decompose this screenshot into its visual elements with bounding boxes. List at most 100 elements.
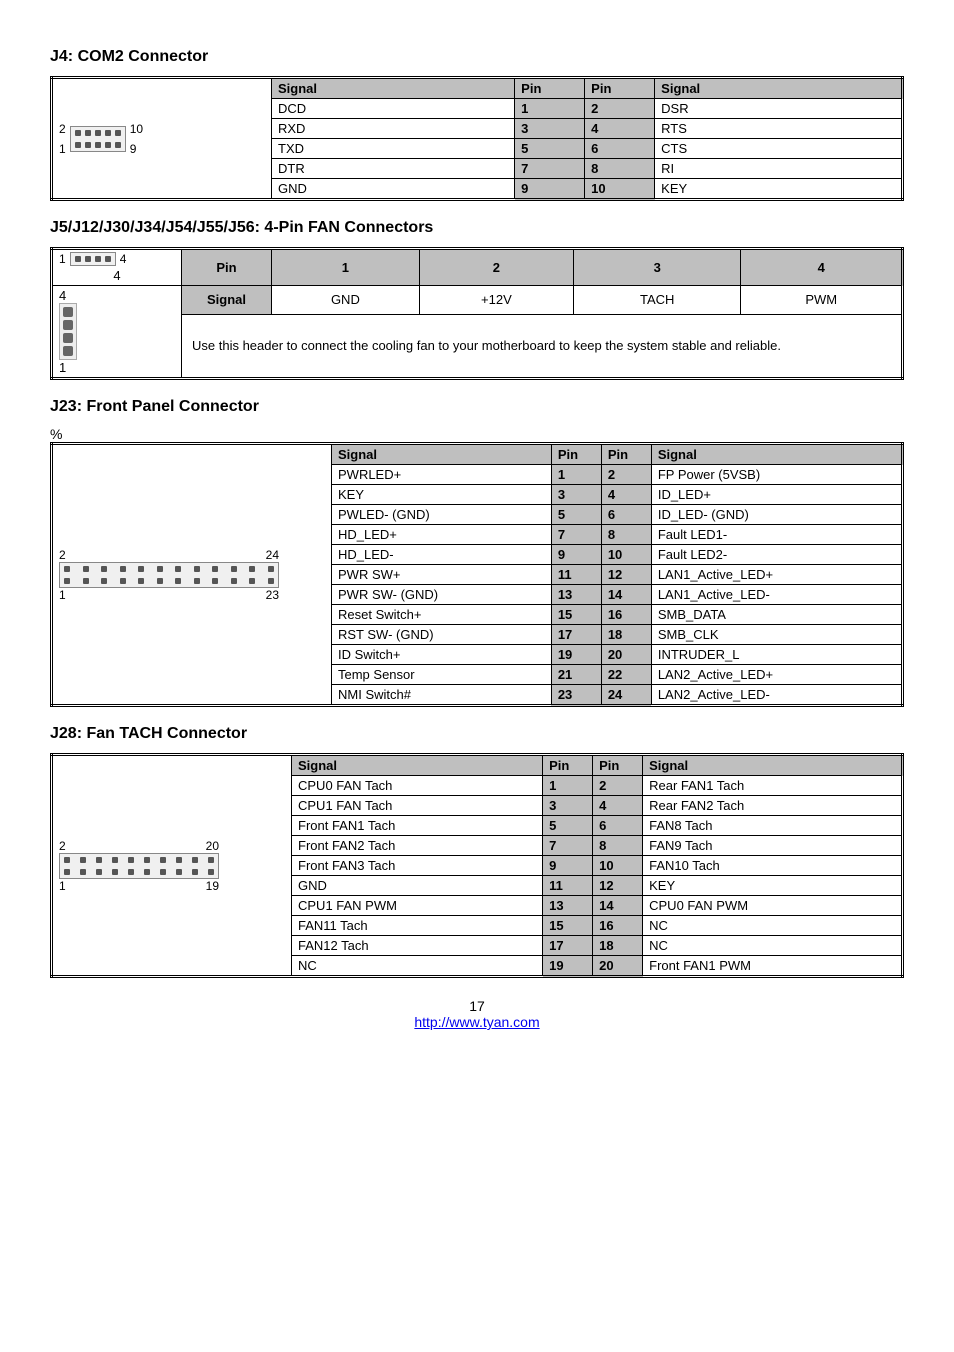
cell: NC <box>643 936 903 956</box>
j23-label-br: 23 <box>266 588 279 602</box>
cell: 3 <box>574 249 741 286</box>
cell: 18 <box>601 625 651 645</box>
cell: HD_LED- <box>332 545 552 565</box>
cell: PWM <box>741 286 903 315</box>
cell: 19 <box>543 956 593 977</box>
j23-label-tl: 2 <box>59 548 66 562</box>
cell: 10 <box>601 545 651 565</box>
j5-label-vbot: 1 <box>59 360 175 375</box>
cell: 13 <box>551 585 601 605</box>
cell: FP Power (5VSB) <box>651 465 902 485</box>
cell: PWR SW+ <box>332 565 552 585</box>
j23-table: 2 24 1 23 Signal Pin Pin Si <box>50 442 904 707</box>
cell: GND <box>272 179 515 200</box>
cell: 15 <box>543 916 593 936</box>
page-number: 17 <box>50 998 904 1014</box>
cell: CPU0 FAN PWM <box>643 896 903 916</box>
col-signal: Signal <box>651 444 902 465</box>
cell: 4 <box>593 796 643 816</box>
cell: 10 <box>593 856 643 876</box>
j5-table: 1 4 4 Pin 1 2 3 4 4 1 Signal GND +12V TA… <box>50 247 904 380</box>
signal-header: Signal <box>182 286 272 315</box>
cell: DCD <box>272 99 515 119</box>
cell: NC <box>643 916 903 936</box>
j23-label-bl: 1 <box>59 588 66 602</box>
cell: CPU1 FAN PWM <box>292 896 543 916</box>
cell: ID_LED- (GND) <box>651 505 902 525</box>
j4-label-tl: 2 <box>59 122 66 136</box>
j23-connector-diagram: 2 24 1 23 <box>59 548 279 602</box>
cell: Fault LED1- <box>651 525 902 545</box>
j28-connector-diagram: 2 20 1 19 <box>59 839 219 893</box>
cell: NC <box>292 956 543 977</box>
cell: 1 <box>272 249 420 286</box>
j28-label-tr: 20 <box>206 839 219 853</box>
j5-label-right: 4 <box>120 252 127 266</box>
cell: RXD <box>272 119 515 139</box>
cell: Front FAN2 Tach <box>292 836 543 856</box>
section-title-j4: J4: COM2 Connector <box>50 48 904 66</box>
cell: 1 <box>515 99 585 119</box>
cell: TACH <box>574 286 741 315</box>
cell: PWLED- (GND) <box>332 505 552 525</box>
cell: RI <box>655 159 903 179</box>
section-title-j23: J23: Front Panel Connector <box>50 398 904 416</box>
cell: 14 <box>593 896 643 916</box>
cell: 7 <box>543 836 593 856</box>
j5-label-left: 1 <box>59 252 66 266</box>
pin-header: Pin <box>182 249 272 286</box>
cell: HD_LED+ <box>332 525 552 545</box>
cell: 3 <box>543 796 593 816</box>
cell: GND <box>272 286 420 315</box>
cell: Rear FAN2 Tach <box>643 796 903 816</box>
col-signal: Signal <box>292 755 543 776</box>
cell: LAN1_Active_LED+ <box>651 565 902 585</box>
cell: 11 <box>551 565 601 585</box>
cell: KEY <box>643 876 903 896</box>
j4-connector-diagram: 2 1 10 9 <box>59 122 143 156</box>
cell: 2 <box>601 465 651 485</box>
cell: FAN10 Tach <box>643 856 903 876</box>
cell: KEY <box>655 179 903 200</box>
cell: LAN2_Active_LED+ <box>651 665 902 685</box>
cell: Rear FAN1 Tach <box>643 776 903 796</box>
j28-label-tl: 2 <box>59 839 66 853</box>
cell: FAN11 Tach <box>292 916 543 936</box>
cell: SMB_DATA <box>651 605 902 625</box>
cell: 24 <box>601 685 651 706</box>
cell: 11 <box>543 876 593 896</box>
cell: 7 <box>515 159 585 179</box>
cell: Front FAN1 Tach <box>292 816 543 836</box>
cell: CTS <box>655 139 903 159</box>
cell: +12V <box>419 286 573 315</box>
cell: 2 <box>585 99 655 119</box>
cell: 13 <box>543 896 593 916</box>
cell: FAN9 Tach <box>643 836 903 856</box>
cell: Temp Sensor <box>332 665 552 685</box>
col-pin: Pin <box>601 444 651 465</box>
cell: 19 <box>551 645 601 665</box>
j28-label-br: 19 <box>206 879 219 893</box>
cell: NMI Switch# <box>332 685 552 706</box>
cell: 6 <box>593 816 643 836</box>
cell: FAN12 Tach <box>292 936 543 956</box>
j4-label-tr: 10 <box>130 122 143 136</box>
page-footer: 17 http://www.tyan.com <box>50 998 904 1030</box>
cell: 17 <box>551 625 601 645</box>
j28-label-bl: 1 <box>59 879 66 893</box>
col-signal: Signal <box>332 444 552 465</box>
cell: Front FAN1 PWM <box>643 956 903 977</box>
cell: 4 <box>585 119 655 139</box>
cell: 4 <box>741 249 903 286</box>
cell: LAN2_Active_LED- <box>651 685 902 706</box>
cell: 20 <box>601 645 651 665</box>
cell: PWRLED+ <box>332 465 552 485</box>
cell: 15 <box>551 605 601 625</box>
cell: 3 <box>515 119 585 139</box>
col-pin: Pin <box>515 78 585 99</box>
footer-link[interactable]: http://www.tyan.com <box>414 1014 539 1030</box>
j5-label-down: 4 <box>59 268 175 283</box>
j4-table: 2 1 10 9 Signal Pin Pin Signal DCD12DSR <box>50 76 904 201</box>
cell: 14 <box>601 585 651 605</box>
cell: CPU0 FAN Tach <box>292 776 543 796</box>
